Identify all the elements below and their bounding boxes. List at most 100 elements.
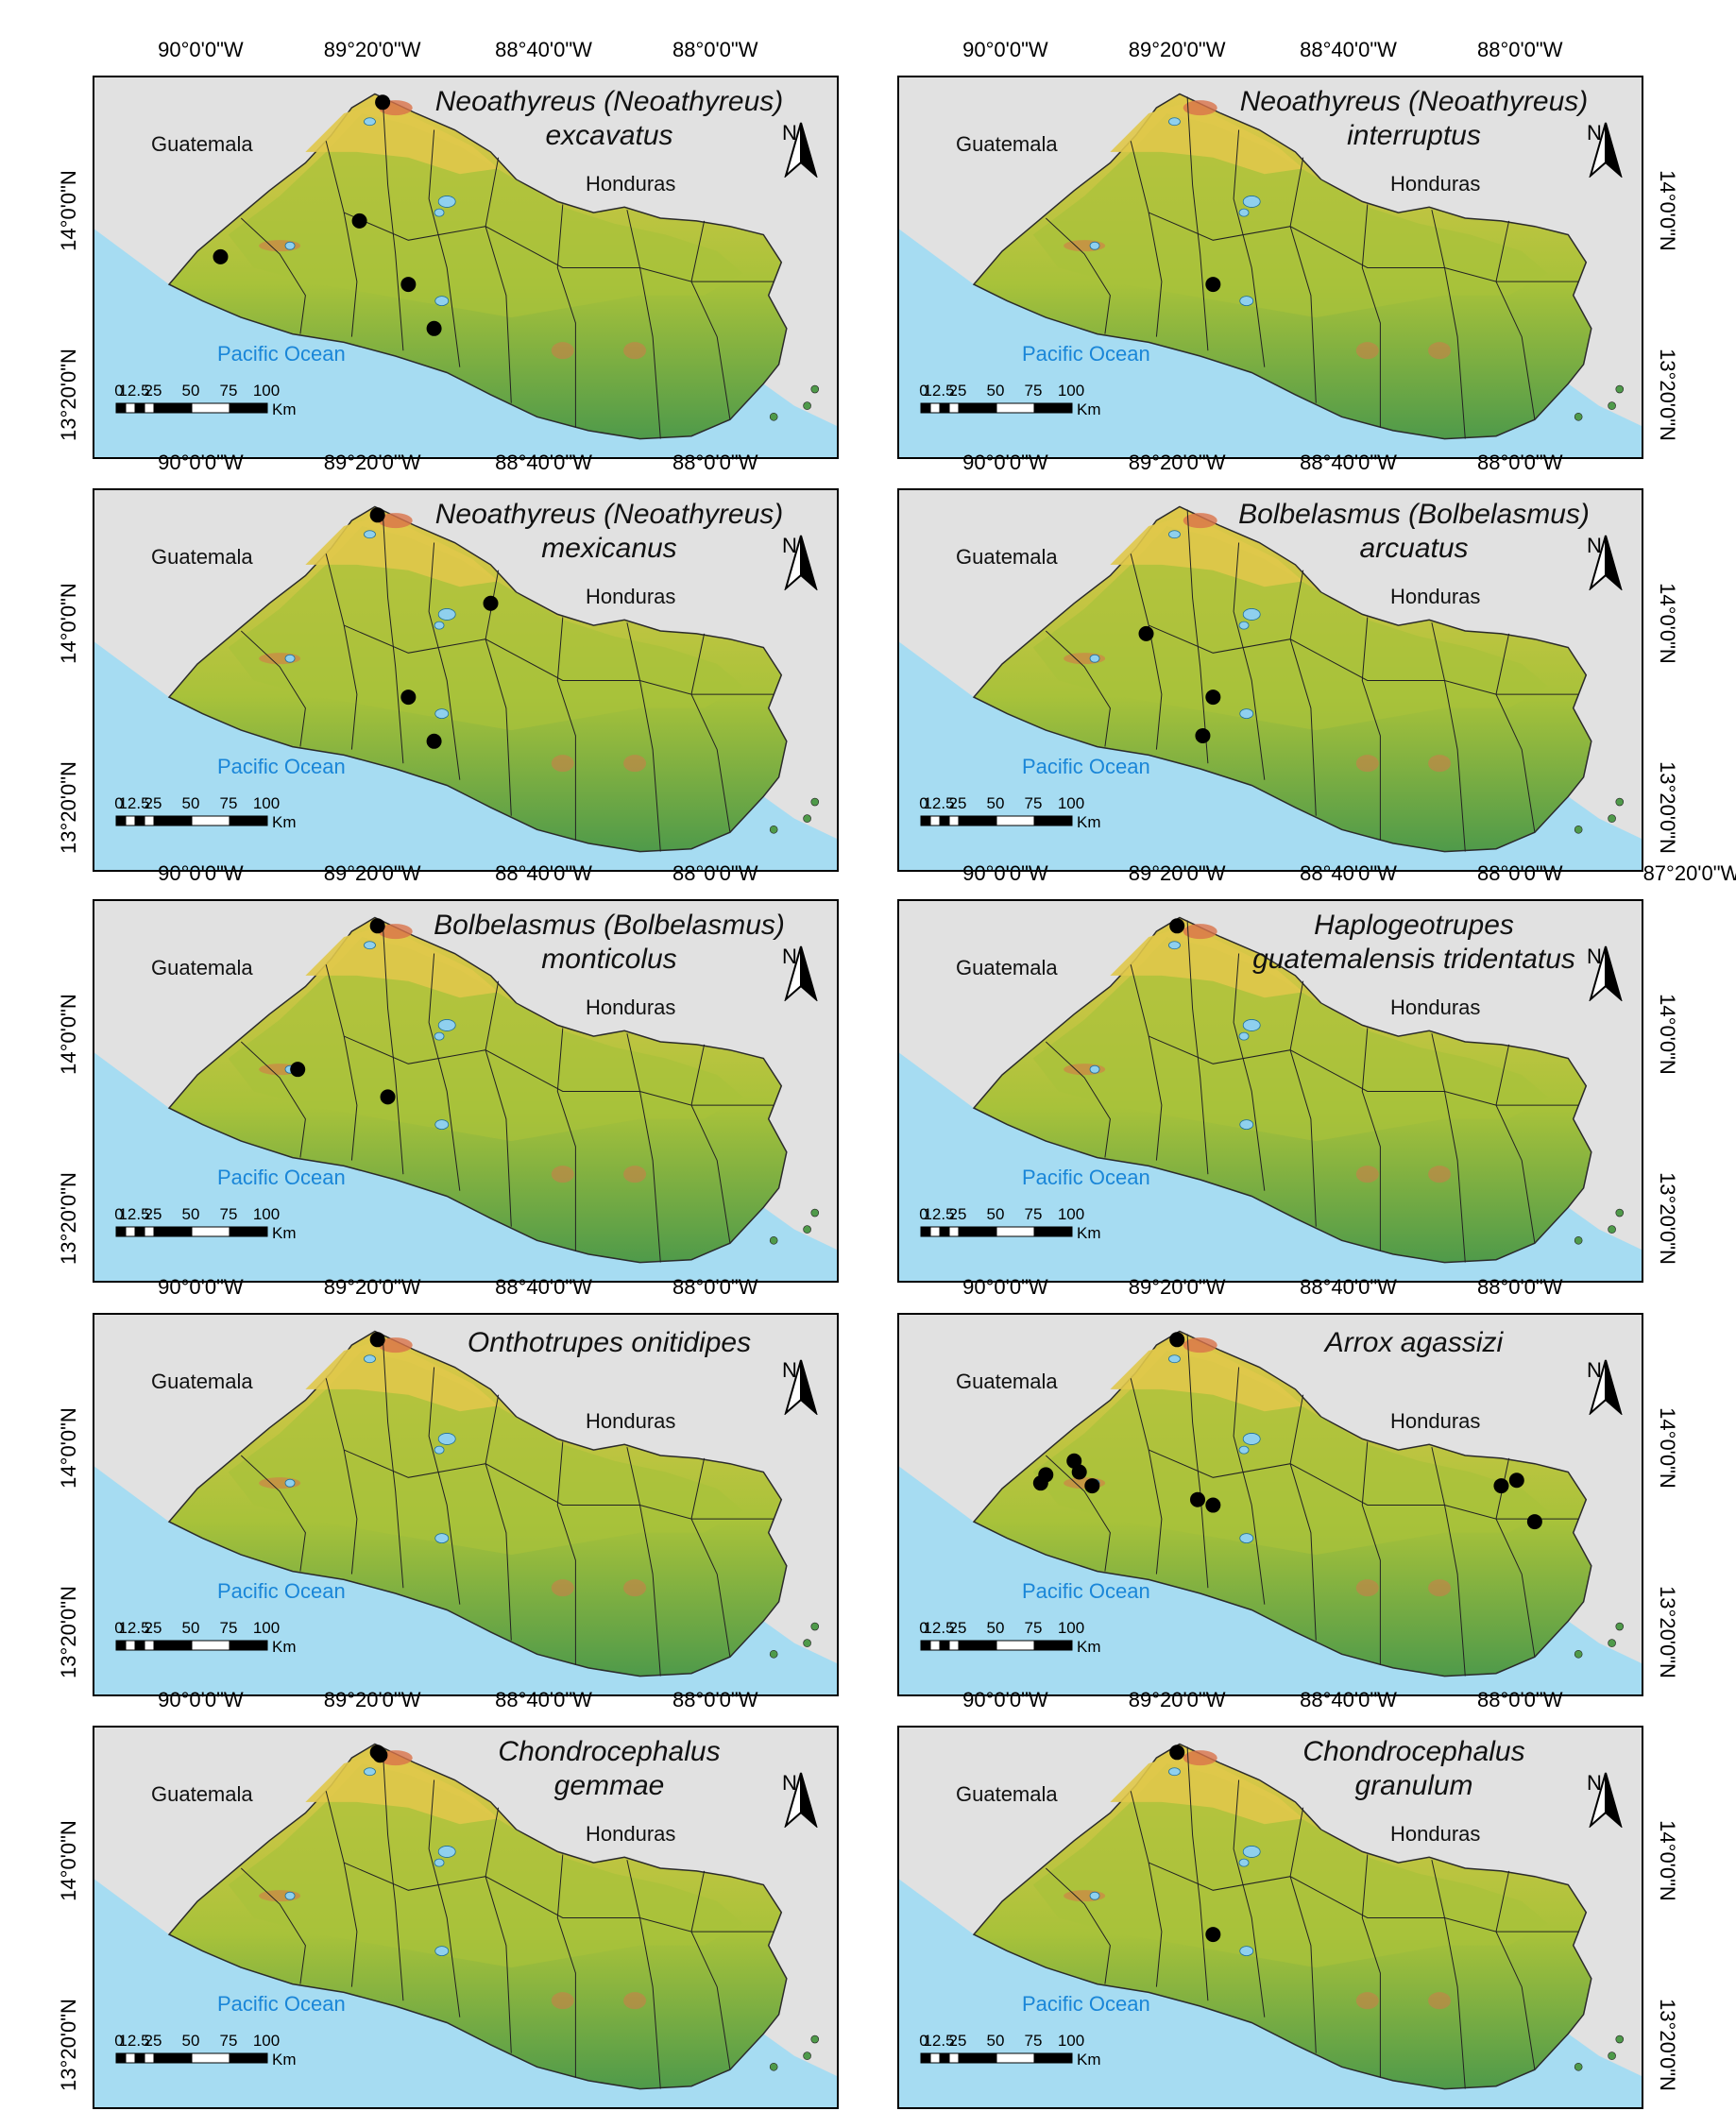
pacific-ocean-area [899,1466,1642,1694]
scale-bar-graphic [920,815,1073,826]
department-boundary [1431,1447,1466,1677]
scale-tick-label: 25 [144,382,162,400]
department-boundary [1495,633,1536,833]
scale-tick-label: 12.5 [923,1205,955,1223]
department-boundary [1045,1041,1111,1158]
longitude-tick-label: 88°40'0"W [1300,451,1397,474]
lake [434,708,450,719]
latitude-tick-label: 14°0'0"N [1656,1820,1679,1901]
pacific-ocean-label: Pacific Ocean [217,755,346,778]
scale-tick-label: 0 [114,794,124,812]
northern-highlands [1110,1752,1303,1825]
north-arrow: N [782,121,818,178]
longitude-tick-label: 88°40'0"W [1300,1275,1397,1299]
guatemala-label: Guatemala [956,1370,1058,1393]
department-boundary [344,1035,774,1106]
department-boundary [240,1041,306,1158]
department-boundary [690,1870,731,2070]
lake [434,1533,450,1543]
species-record-point [351,213,367,229]
department-boundary [240,1455,306,1572]
department-boundary [1361,1441,1381,1665]
scale-tick-label: 25 [948,1205,967,1223]
species-title-line: gemmae [553,1770,665,1801]
scale-tick-label: 100 [1057,1619,1085,1637]
north-label: N [782,1358,797,1382]
species-record-point [1190,1491,1205,1507]
scale-tick-label: 50 [181,2032,200,2050]
scale-tick-label: 50 [181,1205,200,1223]
species-title-line: Chondrocephalus [498,1736,721,1767]
lake [1239,296,1254,306]
scale-tick-label: 0 [919,382,928,400]
north-label: N [1587,1358,1602,1382]
department-boundary [485,157,512,403]
scale-bar: 0 12.5 25 50 75 100 Km [114,382,389,425]
department-boundary [1186,1334,1209,1589]
species-record-point [375,94,391,111]
guatemala-label: Guatemala [151,1782,253,1806]
species-title-line: monticolus [541,944,677,975]
scale-tick-label: 50 [986,794,1005,812]
species-record-point [1205,277,1221,293]
map-panel: 90°0'0"W 89°20'0"W 88°40'0"W 88°0'0"W 14°0'0… [57,38,839,459]
department-boundary [382,1746,404,2001]
department-boundary [344,212,774,282]
honduras-label: Honduras [1390,996,1481,1019]
department-boundary [690,1044,731,1244]
species-record-point [380,1089,396,1105]
scale-tick-label: 100 [1057,794,1085,812]
scale-bar: 0 12.5 25 50 75 100 Km [919,1205,1194,1249]
species-title-line: Bolbelasmus (Bolbelasmus) [434,910,785,941]
department-boundary [1289,1394,1317,1641]
scale-unit-label: Km [272,400,297,418]
lake [1089,1891,1100,1900]
el-salvador-map [94,1330,837,1694]
department-boundary [1149,1862,1579,1932]
species-title-line: Haplogeotrupes [1314,910,1514,941]
lake [1168,941,1181,950]
lake [437,196,456,208]
species-title-line: Arrox agassizi [1324,1327,1504,1358]
department-boundary [1233,1367,1266,1605]
species-record-point [1138,625,1154,641]
scale-tick-label: 75 [1024,1619,1043,1637]
north-arrow-icon [784,122,818,178]
scale-unit-label: Km [272,2051,297,2068]
species-record-point [1169,918,1185,934]
latitude-tick-label: 13°20'0"N [57,761,80,854]
north-arrow-icon [1589,945,1623,1001]
lake [434,1858,445,1867]
lake [1168,117,1181,127]
species-record-point [1508,1473,1524,1489]
department-boundary [1233,129,1266,367]
latitude-tick-label: 13°20'0"N [57,1999,80,2091]
lake [284,241,296,250]
lake [1242,608,1261,621]
map-panel: 90°0'0"W 89°20'0"W 88°40'0"W 88°0'0"W 14°0'0… [57,861,839,1283]
longitude-tick-label: 87°20'0"W [1642,861,1736,885]
longitude-tick-label: 90°0'0"W [158,1275,244,1299]
longitude-tick-label: 88°0'0"W [672,1688,758,1711]
longitude-tick-label: 90°0'0"W [962,1688,1048,1711]
map-frame: Guatemala Honduras Pacific Ocean Neoathyreu… [93,76,839,459]
scale-tick-label: 25 [948,382,967,400]
lake [437,1846,456,1858]
department-boundary [556,1854,576,2078]
map-frame: Guatemala Honduras Pacific Ocean Onthotrupe… [93,1313,839,1696]
longitude-tick-label: 88°0'0"W [672,861,758,885]
department-boundary [1045,630,1111,747]
scale-tick-label: 25 [948,794,967,812]
department-boundary [485,1807,512,2053]
scale-tick-label: 50 [986,1205,1005,1223]
map-panel: 90°0'0"W 89°20'0"W 88°40'0"W 88°0'0"W 14°0'0… [57,1275,839,1696]
lake [1238,1031,1250,1041]
honduras-label: Honduras [586,1822,676,1846]
scale-tick-label: 75 [1024,2032,1043,2050]
department-boundary [1361,1028,1381,1251]
department-boundary [1130,1378,1163,1575]
department-boundary [556,204,576,428]
longitude-tick-label: 89°20'0"W [323,1688,421,1711]
department-boundary [1361,617,1381,841]
